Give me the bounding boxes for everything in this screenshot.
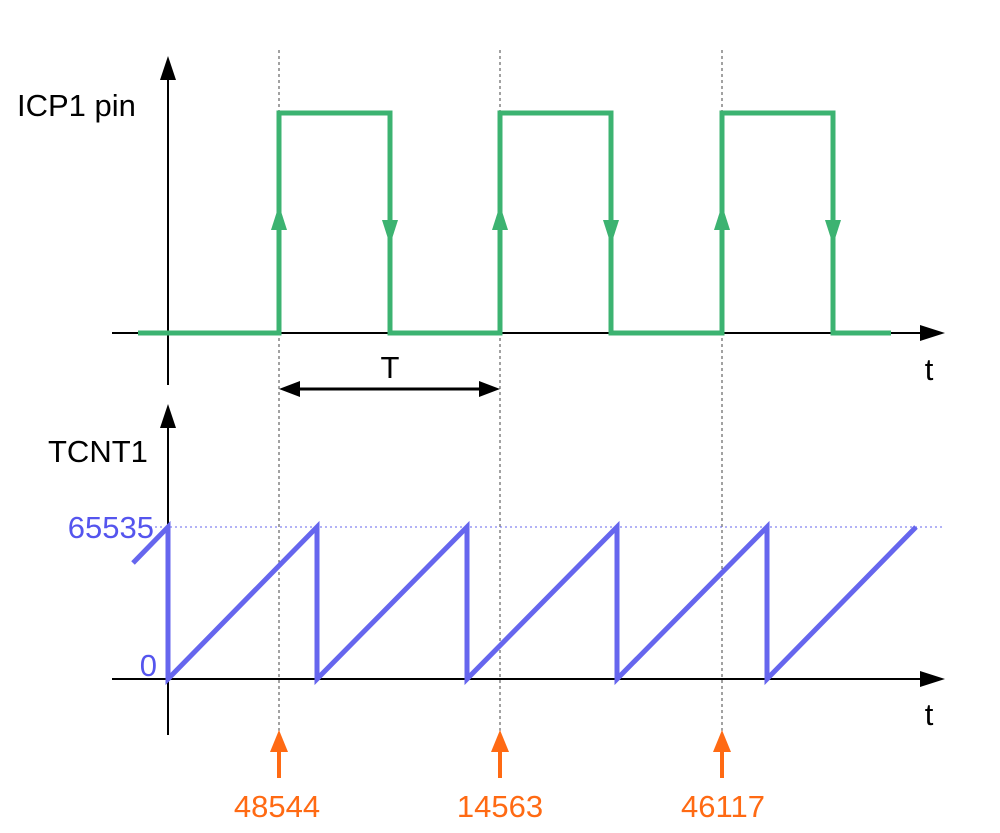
falling-edge-arrow-2 bbox=[603, 220, 619, 245]
icp-signal bbox=[138, 110, 891, 336]
tcnt-y-label: TCNT1 bbox=[48, 434, 148, 469]
zero-label: 0 bbox=[140, 648, 157, 683]
rising-edge-arrow-3 bbox=[714, 205, 730, 230]
tcnt-y-arrowhead bbox=[160, 404, 176, 428]
icp-square-wave bbox=[138, 110, 891, 336]
rising-edge-arrow-1 bbox=[271, 205, 287, 230]
tcnt-axes bbox=[112, 404, 945, 735]
max-value-label: 65535 bbox=[68, 510, 154, 545]
falling-edge-arrow-1 bbox=[382, 220, 398, 245]
icp-y-label: ICP1 pin bbox=[17, 88, 136, 123]
icp-x-arrowhead bbox=[920, 325, 945, 341]
period-label: T bbox=[381, 350, 400, 385]
rising-edge-arrow-2 bbox=[492, 205, 508, 230]
tcnt-x-label: t bbox=[925, 697, 934, 732]
icp-x-label: t bbox=[925, 352, 934, 387]
period-arrowhead-right bbox=[479, 381, 500, 397]
capture-arrow-2 bbox=[491, 730, 509, 778]
capture-value-1: 48544 bbox=[234, 789, 320, 824]
period-arrowhead-left bbox=[279, 381, 300, 397]
capture-arrow-3 bbox=[713, 730, 731, 778]
icp-y-arrowhead bbox=[160, 56, 176, 80]
capture-value-3: 46117 bbox=[681, 789, 765, 824]
capture-value-2: 14563 bbox=[457, 789, 543, 824]
tcnt-sawtooth bbox=[131, 520, 918, 686]
tcnt-x-arrowhead bbox=[920, 671, 945, 687]
capture-arrow-1 bbox=[270, 730, 288, 778]
icp-axes bbox=[112, 56, 945, 385]
capture-arrows bbox=[270, 730, 731, 778]
falling-edge-arrow-3 bbox=[825, 220, 841, 245]
period-indicator bbox=[279, 381, 500, 397]
